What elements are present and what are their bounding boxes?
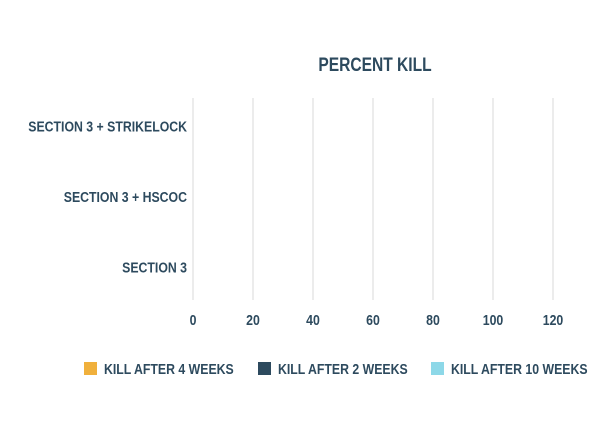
legend-swatch <box>258 362 271 375</box>
x-tick-label: 100 <box>483 312 504 328</box>
chart-title: PERCENT KILL <box>318 54 432 76</box>
x-tick-label: 20 <box>246 312 260 328</box>
x-tick-label: 60 <box>366 312 380 328</box>
legend-swatch <box>431 362 444 375</box>
y-tick-label: SECTION 3 <box>122 260 187 276</box>
x-tick-label: 0 <box>190 312 197 328</box>
x-tick-label: 80 <box>426 312 440 328</box>
legend-swatch <box>84 362 97 375</box>
legend-label: KILL AFTER 10 WEEKS <box>451 361 588 377</box>
x-tick-label: 120 <box>543 312 564 328</box>
legend-label: KILL AFTER 2 WEEKS <box>278 361 408 377</box>
y-tick-label: SECTION 3 + HSCOC <box>64 189 187 205</box>
x-tick-label: 40 <box>306 312 320 328</box>
y-tick-label: SECTION 3 + STRIKELOCK <box>28 118 187 134</box>
legend-label: KILL AFTER 4 WEEKS <box>104 361 234 377</box>
